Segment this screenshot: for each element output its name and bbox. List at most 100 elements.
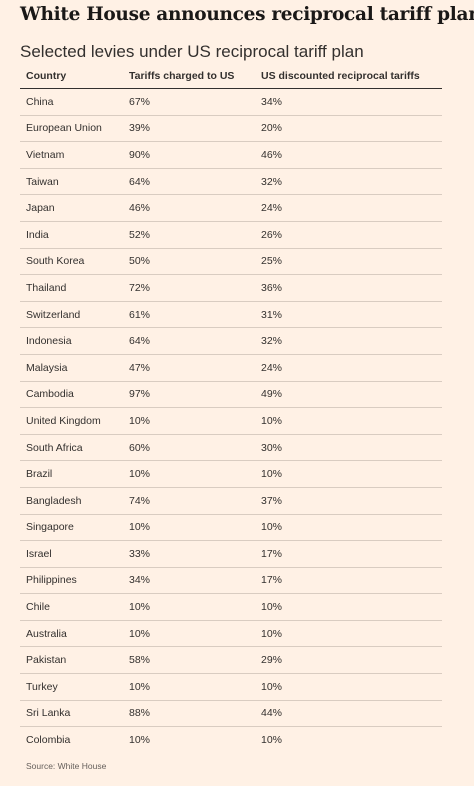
table-row: India 52% 26%: [20, 221, 442, 249]
table-row: Bangladesh 74% 37%: [20, 487, 442, 515]
cell-tariffs-charged: 88%: [123, 700, 255, 728]
cell-country: India: [20, 221, 123, 249]
cell-country: Malaysia: [20, 354, 123, 382]
table-row: Cambodia 97% 49%: [20, 381, 442, 409]
cell-tariffs-charged: 74%: [123, 487, 255, 515]
cell-reciprocal-tariff: 32%: [255, 168, 442, 196]
cell-tariffs-charged: 10%: [123, 407, 255, 435]
cell-country: Japan: [20, 194, 123, 222]
cell-reciprocal-tariff: 10%: [255, 407, 442, 435]
cell-reciprocal-tariff: 10%: [255, 593, 442, 621]
cell-tariffs-charged: 64%: [123, 327, 255, 355]
cell-tariffs-charged: 47%: [123, 354, 255, 382]
cell-tariffs-charged: 90%: [123, 141, 255, 169]
column-header-country: Country: [20, 64, 123, 89]
table-row: Turkey 10% 10%: [20, 673, 442, 701]
cell-country: Colombia: [26, 734, 71, 747]
cell-reciprocal-tariff: 34%: [255, 88, 442, 116]
cell-reciprocal-tariff: 24%: [255, 194, 442, 222]
cell-tariffs-charged: 39%: [123, 115, 255, 143]
cell-reciprocal-tariff: 46%: [255, 141, 442, 169]
table-row: Malaysia 47% 24%: [20, 354, 442, 382]
cell-tariffs-charged: 10%: [123, 514, 255, 542]
cell-reciprocal-tariff: 17%: [255, 540, 442, 568]
cell-reciprocal-tariff: 20%: [255, 115, 442, 143]
cell-country: Philippines: [20, 567, 123, 595]
cell-reciprocal-tariff: 25%: [255, 248, 442, 276]
cell-tariffs-charged: 58%: [123, 646, 255, 675]
cell-country: United Kingdom: [20, 407, 123, 435]
cell-country: Australia: [20, 620, 123, 648]
tariff-table: Country Tariffs charged to US US discoun…: [20, 64, 442, 753]
cell-reciprocal-tariff: 36%: [255, 274, 442, 302]
column-header-tariffs-charged: Tariffs charged to US: [123, 64, 255, 89]
cell-country: Singapore: [20, 514, 123, 542]
cell-country: China: [20, 88, 123, 116]
table-row: Colombia 10% 10%: [20, 727, 442, 753]
cell-reciprocal-tariff: 44%: [255, 700, 442, 728]
column-header-reciprocal-tariffs: US discounted reciprocal tariffs: [255, 64, 442, 89]
cell-tariffs-charged: 10%: [129, 734, 151, 747]
cell-country: Indonesia: [20, 327, 123, 355]
table-row: Indonesia 64% 32%: [20, 327, 442, 355]
table-row: China 67% 34%: [20, 88, 442, 116]
cell-tariffs-charged: 10%: [123, 673, 255, 701]
cell-tariffs-charged: 60%: [123, 434, 255, 462]
headline: White House announces reciprocal tariff …: [20, 4, 474, 25]
table-row: Japan 46% 24%: [20, 194, 442, 222]
table-row: Australia 10% 10%: [20, 620, 442, 648]
cell-country: Brazil: [20, 460, 123, 488]
cell-tariffs-charged: 10%: [123, 620, 255, 648]
cell-reciprocal-tariff: 24%: [255, 354, 442, 382]
table-row: Israel 33% 17%: [20, 540, 442, 568]
cell-tariffs-charged: 10%: [123, 460, 255, 488]
cell-tariffs-charged: 97%: [123, 381, 255, 409]
source-note: Source: White House: [26, 761, 107, 771]
cell-country: South Korea: [20, 248, 123, 276]
cell-reciprocal-tariff: 31%: [255, 301, 442, 329]
cell-reciprocal-tariff: 32%: [255, 327, 442, 355]
cell-country: Turkey: [20, 673, 123, 701]
cell-tariffs-charged: 33%: [123, 540, 255, 568]
table-row: Brazil 10% 10%: [20, 460, 442, 488]
cell-tariffs-charged: 52%: [123, 221, 255, 249]
cell-reciprocal-tariff: 10%: [255, 620, 442, 648]
cell-reciprocal-tariff: 30%: [255, 434, 442, 462]
cell-country: Taiwan: [20, 168, 123, 196]
cell-country: South Africa: [20, 434, 123, 462]
cell-country: Sri Lanka: [20, 700, 123, 728]
table-body: China 67% 34% European Union 39% 20% Vietnam 90…: [20, 88, 442, 753]
cell-country: European Union: [20, 115, 123, 143]
cell-tariffs-charged: 10%: [123, 593, 255, 621]
cell-tariffs-charged: 34%: [123, 567, 255, 595]
table-row: Sri Lanka 88% 44%: [20, 700, 442, 728]
cell-country: Pakistan: [20, 646, 123, 675]
cell-reciprocal-tariff: 29%: [255, 646, 442, 675]
cell-tariffs-charged: 46%: [123, 194, 255, 222]
cell-country: Bangladesh: [20, 487, 123, 515]
cell-reciprocal-tariff: 49%: [255, 381, 442, 409]
cell-reciprocal-tariff: 10%: [255, 460, 442, 488]
cell-tariffs-charged: 67%: [123, 88, 255, 116]
cell-reciprocal-tariff: 10%: [255, 673, 442, 701]
table-row: Singapore 10% 10%: [20, 514, 442, 542]
table-row: Thailand 72% 36%: [20, 274, 442, 302]
table-row: Philippines 34% 17%: [20, 567, 442, 595]
cell-country: Thailand: [20, 274, 123, 302]
cell-tariffs-charged: 61%: [123, 301, 255, 329]
cell-country: Israel: [20, 540, 123, 568]
cell-tariffs-charged: 50%: [123, 248, 255, 276]
cell-country: Cambodia: [20, 381, 123, 409]
subtitle: Selected levies under US reciprocal tari…: [20, 42, 364, 61]
table-row: European Union 39% 20%: [20, 115, 442, 143]
cell-reciprocal-tariff: 26%: [255, 221, 442, 249]
table-row: Taiwan 64% 32%: [20, 168, 442, 196]
table-row: Chile 10% 10%: [20, 593, 442, 621]
table-row: Switzerland 61% 31%: [20, 301, 442, 329]
cell-tariffs-charged: 72%: [123, 274, 255, 302]
cell-reciprocal-tariff: 10%: [261, 734, 283, 747]
cell-country: Vietnam: [20, 141, 123, 169]
table-row: Vietnam 90% 46%: [20, 141, 442, 169]
header-row: Country Tariffs charged to US US discoun…: [20, 64, 442, 89]
